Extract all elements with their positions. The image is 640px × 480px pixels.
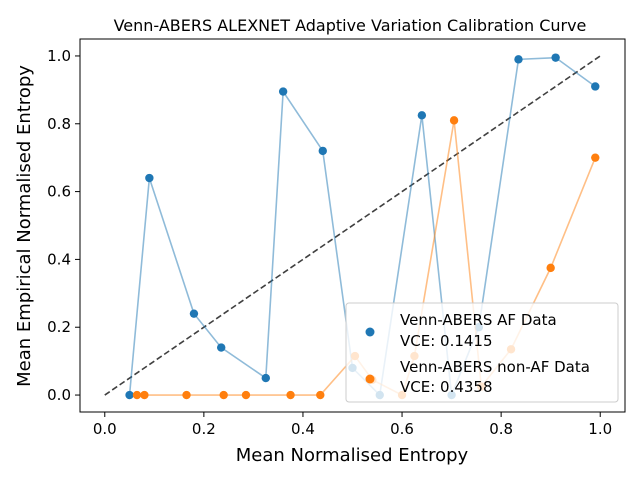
x-tick-label: 0.0 (93, 420, 117, 438)
legend-marker-non-af (365, 374, 375, 384)
data-point-1-0 (132, 390, 142, 400)
legend-box (345, 302, 619, 403)
data-point-0-4 (261, 373, 270, 383)
reference-diagonal-line (104, 55, 601, 396)
y-tick-label: 0.4 (47, 250, 71, 268)
data-point-1-15 (591, 153, 600, 162)
data-point-0-1 (145, 173, 154, 183)
data-point-0-9 (417, 111, 427, 120)
data-point-0-12 (514, 55, 523, 64)
legend-vce-af: VCE: 0.1415 (400, 332, 493, 350)
data-point-1-5 (286, 390, 295, 400)
data-point-0-6 (318, 146, 327, 156)
data-point-1-14 (546, 263, 555, 273)
data-point-1-4 (241, 390, 251, 400)
legend: Venn-ABERS AF Data VCE: 0.1415 Venn-ABER… (345, 302, 619, 403)
x-tick-label: 0.8 (489, 420, 513, 438)
plot-frame (79, 38, 626, 413)
legend-marker-af (365, 327, 375, 337)
data-point-0-14 (591, 82, 600, 91)
data-point-1-3 (219, 390, 228, 400)
chart-title: Venn-ABERS ALEXNET Adaptive Variation Ca… (114, 16, 587, 35)
plot-area (104, 53, 601, 400)
data-point-1-1 (140, 390, 149, 400)
y-tick-label: 0.6 (47, 183, 71, 201)
data-point-1-6 (316, 390, 325, 400)
data-point-0-0 (125, 390, 134, 400)
data-point-1-11 (449, 116, 459, 125)
x-tick-label: 1.0 (588, 420, 612, 438)
x-axis-ticks: 0.0 0.2 0.4 0.6 0.8 1.0 (93, 412, 612, 438)
legend-label-non-af: Venn-ABERS non-AF Data (400, 358, 590, 376)
data-point-0-5 (278, 87, 288, 96)
legend-label-af: Venn-ABERS AF Data (400, 311, 557, 329)
y-axis-label: Mean Empirical Normalised Entropy (14, 65, 35, 387)
y-tick-label: 0.2 (47, 318, 71, 336)
y-axis-ticks: 0.0 0.2 0.4 0.6 0.8 1.0 (47, 47, 80, 404)
data-point-0-3 (217, 343, 226, 352)
y-tick-label: 1.0 (47, 47, 71, 65)
data-point-0-2 (189, 309, 199, 318)
x-axis-label: Mean Normalised Entropy (236, 445, 469, 466)
data-point-1-2 (182, 390, 191, 400)
data-point-0-13 (551, 53, 560, 62)
x-tick-label: 0.4 (291, 420, 315, 438)
x-tick-label: 0.6 (390, 420, 414, 438)
legend-vce-non-af: VCE: 0.4358 (400, 378, 493, 396)
y-tick-label: 0.8 (47, 115, 71, 133)
x-tick-label: 0.2 (192, 420, 216, 438)
y-tick-label: 0.0 (47, 386, 71, 404)
